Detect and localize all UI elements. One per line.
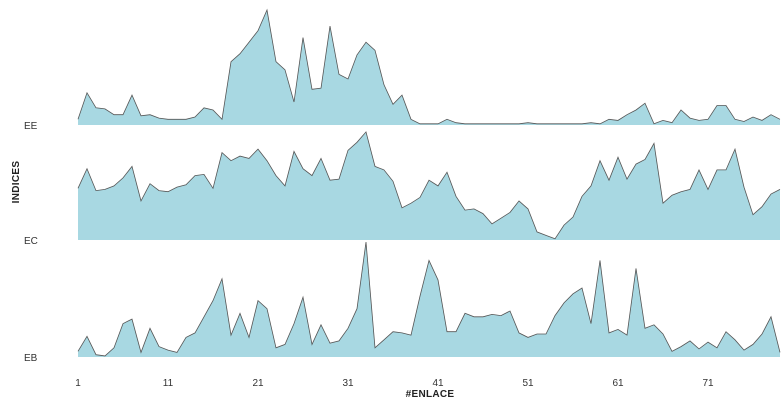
ridge-area-ec <box>78 131 780 240</box>
ridge-line-eb <box>77 241 781 357</box>
x-tick-label: 31 <box>342 378 354 389</box>
x-tick-label: 21 <box>252 378 264 389</box>
x-tick-label: 51 <box>522 378 534 389</box>
y-axis-title: INDICES <box>11 161 22 204</box>
ridge-labels: EE EC EB <box>24 121 38 364</box>
x-tick-label: 41 <box>432 378 444 389</box>
ridge-line-ee <box>77 8 781 125</box>
x-tick-label: 71 <box>702 378 714 389</box>
x-tick-label: 61 <box>612 378 624 389</box>
ridge-label-ee: EE <box>24 121 38 132</box>
ridge-area-ee <box>78 10 780 125</box>
x-tick-label: 11 <box>163 378 174 389</box>
x-tick-label: 1 <box>75 378 81 389</box>
x-axis-title: #ENLACE <box>406 389 455 400</box>
x-axis-ticks: 1 11 21 31 41 51 61 71 <box>75 378 714 389</box>
ridge-line-ec <box>77 131 781 240</box>
ridges <box>77 8 781 357</box>
ridge-label-eb: EB <box>24 353 38 364</box>
ridge-area-eb <box>78 242 780 357</box>
ridge-label-ec: EC <box>24 236 38 247</box>
